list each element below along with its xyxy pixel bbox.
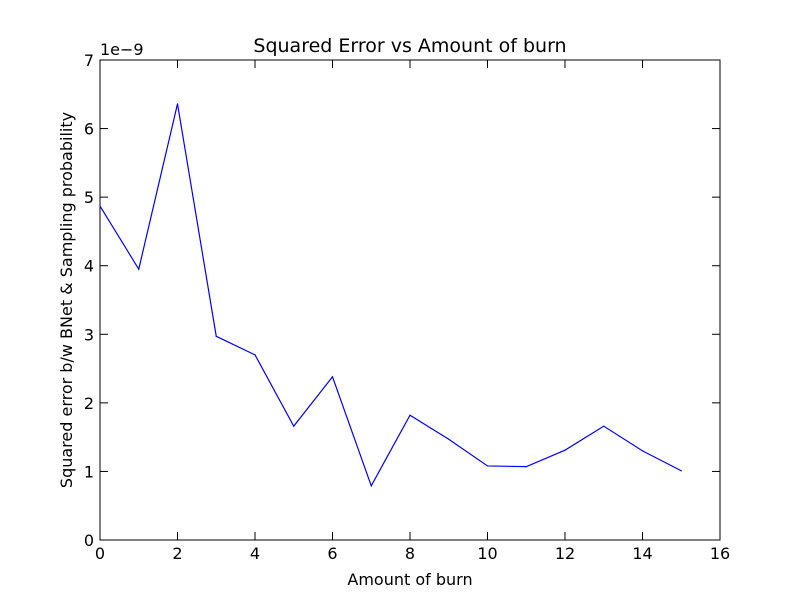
y-tick-label: 1 [84,462,94,481]
x-tick-label: 4 [250,544,260,563]
x-tick-label: 2 [172,544,182,563]
x-tick-label: 10 [477,544,497,563]
data-point [448,438,450,440]
axis-ticks [99,59,721,541]
y-offset-label: 1e−9 [100,40,144,59]
x-tick-label: 16 [710,544,730,563]
data-point [525,466,527,468]
x-tick-label: 12 [555,544,575,563]
chart-title: Squared Error vs Amount of burn [253,35,566,57]
data-point [486,465,489,467]
data-point [564,449,566,451]
data-point [331,376,334,378]
y-tick-label: 6 [84,120,94,139]
y-tick-label: 7 [84,51,94,70]
x-tick-label: 0 [95,544,105,563]
data-point [293,425,295,427]
data-point [99,205,101,207]
series-line [99,103,682,488]
x-tick-label: 14 [632,544,652,563]
plot-area [99,59,721,541]
y-tick-label: 2 [84,394,94,413]
y-axis-label: Squared error b/w BNet & Sampling probab… [57,112,76,488]
data-point [138,268,140,270]
data-point [176,103,179,105]
data-point [254,354,256,356]
y-tick-label: 4 [84,257,94,276]
data-point [680,470,682,472]
x-tick-label: 8 [405,544,415,563]
data-point [409,414,411,416]
y-tick-label: 5 [84,188,94,207]
data-point [215,335,217,337]
series-layer [99,103,682,488]
data-point [370,485,372,487]
y-tick-label: 0 [84,531,94,550]
x-axis-label: Amount of burn [347,570,472,589]
data-point [641,450,644,452]
y-tick-label: 3 [84,325,94,344]
data-point [603,425,605,427]
x-tick-label: 6 [327,544,337,563]
